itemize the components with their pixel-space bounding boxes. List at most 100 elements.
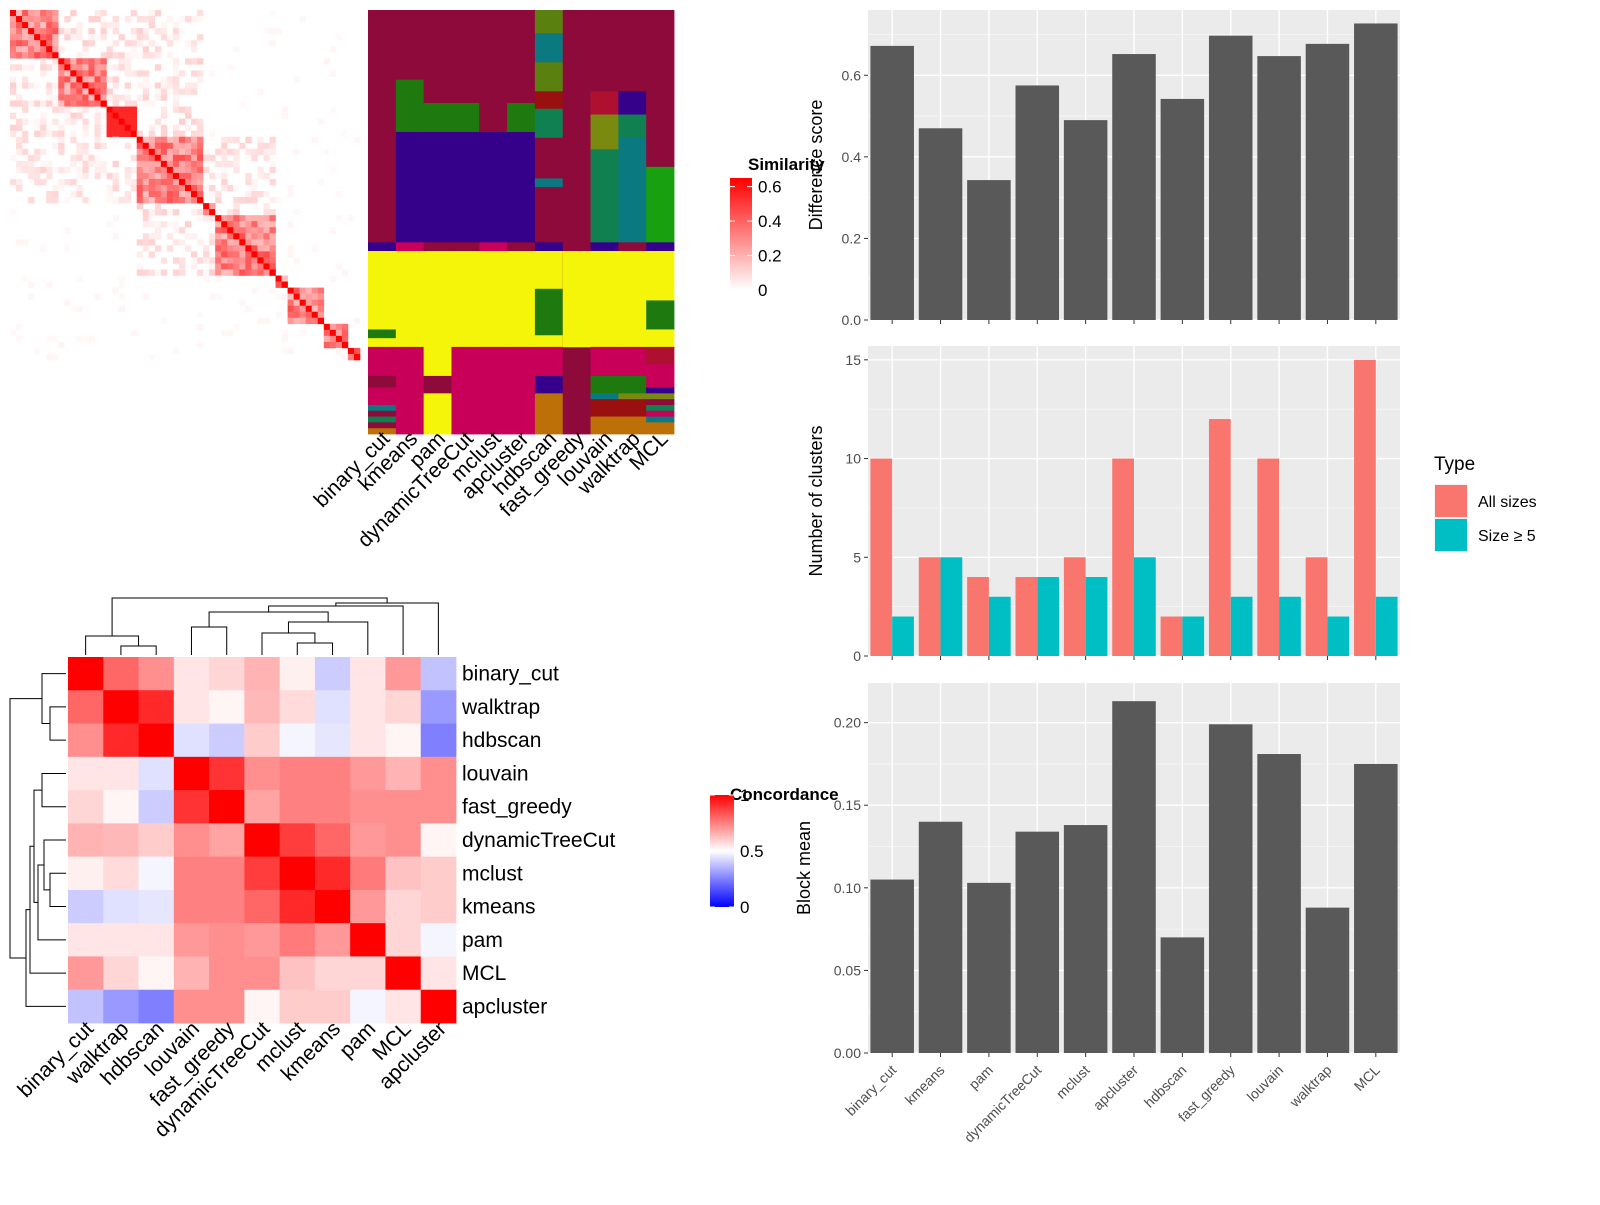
- similarity-cell: [185, 142, 192, 150]
- similarity-cell: [178, 191, 186, 198]
- similarity-cell: [124, 40, 131, 47]
- cluster-cell: [590, 242, 619, 252]
- similarity-cell: [269, 239, 276, 246]
- similarity-cell: [239, 142, 246, 150]
- similarity-cell: [160, 142, 168, 150]
- similarity-cell: [166, 88, 174, 95]
- similarity-cell: [124, 166, 131, 174]
- similarity-legend: Similarity 0 0.2 0.4 0.6: [730, 155, 825, 300]
- concordance-cell: [350, 856, 386, 891]
- similarity-cell: [203, 203, 210, 210]
- similarity-cell: [154, 245, 162, 252]
- similarity-cell: [28, 172, 35, 180]
- similarity-cell: [233, 323, 240, 331]
- similarity-cell: [76, 76, 83, 83]
- similarity-cell: [148, 160, 156, 168]
- concordance-cell: [385, 956, 422, 991]
- similarity-cell: [317, 305, 325, 313]
- cluster-cell: [646, 10, 675, 104]
- similarity-cell: [191, 263, 198, 270]
- similarity-cell: [251, 287, 258, 294]
- similarity-cell: [70, 178, 77, 186]
- similarity-cell: [142, 100, 150, 107]
- similarity-cell: [34, 40, 41, 47]
- concordance-cell: [68, 889, 104, 924]
- similarity-cell: [148, 100, 156, 107]
- similarity-cell: [172, 130, 180, 138]
- similarity-cell: [112, 233, 119, 240]
- similarity-cell: [22, 130, 29, 138]
- concordance-cell: [420, 923, 457, 957]
- cluster-cell: [646, 102, 675, 168]
- similarity-cell: [172, 269, 180, 276]
- similarity-cell: [136, 34, 144, 41]
- concordance-cell: [103, 657, 139, 691]
- similarity-cell: [124, 100, 131, 107]
- similarity-cell: [221, 227, 228, 234]
- similarity-cell: [172, 22, 180, 29]
- concordance-cell: [279, 690, 316, 724]
- similarity-cell: [40, 245, 47, 252]
- similarity-cell: [221, 142, 228, 150]
- similarity-cell: [293, 299, 300, 306]
- similarity-cell: [323, 323, 331, 331]
- similarity-cell: [221, 263, 228, 270]
- x-tick-label-binary_cut: binary_cut: [842, 1062, 899, 1119]
- similarity-cell: [245, 215, 252, 222]
- y-tick-label: 0.0: [842, 312, 862, 328]
- similarity-cell: [16, 10, 23, 17]
- similarity-cell: [245, 305, 252, 313]
- similarity-cell: [251, 233, 258, 240]
- y-tick-label: 0.15: [834, 797, 861, 813]
- similarity-cell: [70, 70, 77, 77]
- similarity-cell: [64, 106, 71, 113]
- similarity-cell: [34, 166, 41, 174]
- concordance-cell: [314, 657, 351, 691]
- similarity-cell: [215, 293, 222, 300]
- similarity-cell: [10, 154, 17, 162]
- similarity-cell: [197, 269, 204, 276]
- similarity-cell: [287, 245, 294, 252]
- similarity-cell: [34, 178, 41, 186]
- concordance-cell: [173, 856, 210, 891]
- similarity-cell: [124, 82, 131, 89]
- similarity-cell: [347, 215, 355, 222]
- similarity-cell: [10, 16, 17, 23]
- cluster-cell: [423, 131, 452, 243]
- similarity-cell: [287, 311, 294, 319]
- similarity-cell: [269, 142, 276, 150]
- similarity-cell: [124, 197, 131, 204]
- similarity-cell: [148, 82, 156, 89]
- similarity-cell: [160, 130, 168, 138]
- similarity-cell: [10, 28, 17, 35]
- similarity-cell: [34, 34, 41, 41]
- similarity-cell: [154, 52, 162, 59]
- similarity-cell: [142, 46, 150, 53]
- concordance-cell: [103, 856, 139, 891]
- similarity-cell: [136, 269, 144, 276]
- similarity-cell: [160, 106, 168, 113]
- similarity-cell: [154, 221, 162, 228]
- similarity-cell: [10, 10, 17, 17]
- bar-pam: [967, 882, 1011, 1053]
- similarity-cell: [221, 154, 228, 162]
- similarity-cell: [70, 82, 77, 89]
- similarity-cell: [166, 185, 174, 192]
- similarity-cell: [154, 154, 162, 162]
- bar-walktrap-size-ge-5: [1327, 616, 1350, 656]
- similarity-cell: [172, 160, 180, 168]
- similarity-cell: [136, 16, 144, 23]
- dendrogram-branch: [120, 645, 157, 655]
- similarity-cell: [22, 148, 29, 156]
- similarity-cell: [10, 88, 17, 95]
- similarity-cell: [239, 269, 246, 276]
- similarity-cell: [191, 58, 198, 65]
- similarity-cell: [16, 94, 23, 101]
- similarity-cell: [269, 245, 276, 252]
- block-mean-chart: 0.00 0.05 0.10 0.15 0.20 Block mean binary_cut…: [794, 683, 1400, 1145]
- similarity-cell: [130, 46, 138, 53]
- similarity-cell: [341, 130, 349, 138]
- concordance-tick-label: 0: [740, 898, 749, 917]
- similarity-cell: [341, 335, 349, 343]
- concordance-cell: [314, 856, 351, 891]
